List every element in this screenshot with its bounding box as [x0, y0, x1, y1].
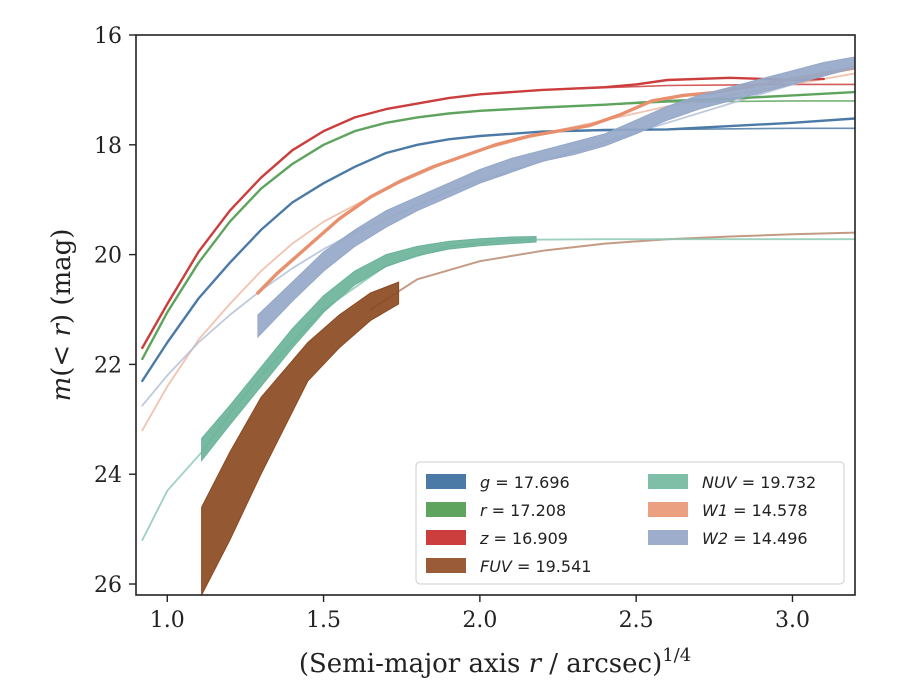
series-z-line [141, 76, 825, 350]
legend-swatch-g [426, 474, 466, 489]
legend-label-w1: W1 = 14.578 [702, 501, 808, 520]
series-fuv-band [201, 281, 400, 595]
series-nuv-model [141, 238, 855, 541]
x-tick-label: 1.5 [306, 608, 341, 633]
series-g-line [141, 117, 855, 383]
x-tick-label: 2.0 [462, 608, 497, 633]
axes: 1.0 1.5 2.0 2.5 3.0 16 18 20 22 24 26 [94, 24, 856, 633]
legend-label-fuv: FUV = 19.541 [480, 557, 591, 576]
legend-label-r: r = 17.208 [480, 501, 566, 520]
legend-label-z: z = 16.909 [479, 529, 568, 548]
plot-frame [135, 34, 856, 596]
y-tick-label: 16 [94, 24, 122, 49]
x-axis-label: (Semi-major axis r / arcsec)1/4 [299, 645, 691, 679]
series-fuv-model [369, 231, 855, 311]
legend-label-nuv: NUV = 19.732 [702, 473, 816, 492]
legend-label-g: g = 17.696 [480, 473, 570, 492]
x-tick-label: 3.0 [775, 608, 810, 633]
y-tick-label: 20 [94, 244, 122, 269]
series-w2-band [257, 56, 855, 339]
legend-swatch-w2 [648, 530, 688, 545]
legend-swatch-r [426, 502, 466, 517]
legend: g = 17.696 r = 17.208 z = 16.909 FUV = 19.5… [415, 461, 845, 585]
x-tick-label: 1.0 [150, 608, 185, 633]
legend-box [415, 461, 845, 585]
x-tick-label: 2.5 [619, 608, 654, 633]
series-group [141, 56, 855, 595]
series-nuv-band [201, 235, 537, 462]
y-tick-label: 18 [94, 134, 122, 159]
y-axis-label: m(< r) (mag) [47, 229, 77, 402]
y-tick-label: 22 [94, 353, 122, 378]
y-tick-label: 24 [94, 463, 122, 488]
series-w1-model [141, 72, 855, 432]
legend-swatch-fuv [426, 558, 466, 573]
plot-area [141, 56, 855, 595]
series-r-line [141, 90, 855, 361]
legend-swatch-z [426, 530, 466, 545]
y-tick-label: 26 [94, 573, 122, 598]
legend-label-w2: W2 = 14.496 [702, 529, 808, 548]
legend-swatch-w1 [648, 502, 688, 517]
legend-swatch-nuv [648, 474, 688, 489]
